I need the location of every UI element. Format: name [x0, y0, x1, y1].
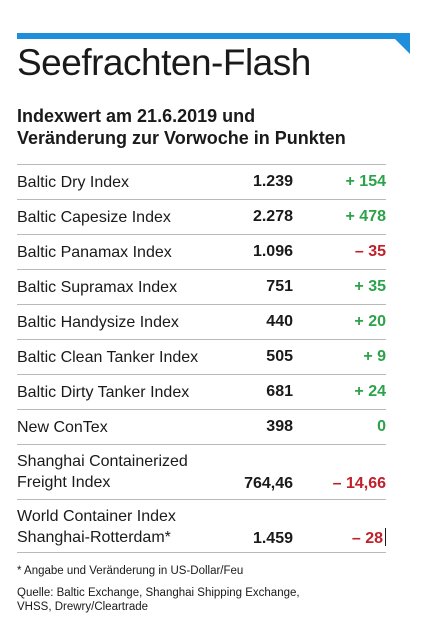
index-name: Baltic Panamax Index — [17, 242, 227, 263]
sources: Quelle: Baltic Exchange, Shanghai Shippi… — [17, 586, 397, 614]
index-change: 0 — [377, 418, 386, 435]
index-name: Baltic Dirty Tanker Index — [17, 382, 227, 403]
index-change: – 35 — [354, 243, 386, 260]
index-name-line: Baltic Capesize Index — [17, 208, 171, 226]
page-title: Seefrachten-Flash — [17, 42, 311, 83]
index-value: 751 — [266, 278, 293, 295]
index-change: – 14,66 — [332, 475, 386, 492]
index-value: 681 — [266, 383, 293, 400]
index-name-line: Baltic Supramax Index — [17, 278, 178, 296]
index-name-line: Baltic Handysize Index — [17, 313, 179, 331]
table-row: Baltic Capesize Index 2.278 + 478 — [17, 199, 386, 234]
index-name: Baltic Supramax Index — [17, 277, 227, 298]
index-value: 764,46 — [244, 475, 293, 492]
table-row: Baltic Panamax Index 1.096 – 35 — [17, 234, 386, 269]
table-row: Shanghai Containerized Freight Index 764… — [17, 444, 386, 499]
index-change: – 28 — [293, 528, 386, 554]
index-value: 1.459 — [252, 530, 293, 547]
index-name: Baltic Dry Index — [17, 172, 227, 193]
index-name-line: Shanghai-Rotterdam* — [17, 529, 171, 546]
subtitle-line-1: Indexwert am 21.6.2019 und — [17, 106, 256, 126]
index-name-line: Baltic Dirty Tanker Index — [17, 383, 190, 401]
footnote: * Angabe und Veränderung in US-Dollar/Fe… — [17, 565, 244, 577]
index-value: 440 — [266, 313, 293, 330]
index-name-line: New ConTex — [17, 418, 108, 436]
sources-line-1: Quelle: Baltic Exchange, Shanghai Shippi… — [17, 587, 300, 599]
table-row: Baltic Clean Tanker Index 505 + 9 — [17, 339, 386, 374]
index-name: New ConTex — [17, 417, 227, 438]
index-name-line: Baltic Clean Tanker Index — [17, 348, 199, 366]
index-name: World Container Index Shanghai-Rotterdam… — [17, 506, 227, 548]
table-row: Baltic Handysize Index 440 + 20 — [17, 304, 386, 339]
table-subtitle: Indexwert am 21.6.2019 und Veränderung z… — [17, 105, 407, 149]
index-value: 2.278 — [252, 208, 293, 225]
header-accent-rule — [17, 33, 410, 39]
index-change-text: – 28 — [351, 530, 383, 547]
index-name: Baltic Clean Tanker Index — [17, 347, 227, 368]
index-change: + 20 — [354, 313, 386, 330]
index-name-line: Baltic Panamax Index — [17, 243, 172, 261]
index-value: 1.096 — [252, 243, 293, 260]
sources-line-2: VHSS, Drewry/Cleartrade — [17, 601, 149, 613]
index-name-line: World Container Index — [17, 508, 176, 525]
index-change: + 154 — [345, 173, 386, 190]
subtitle-line-2: Veränderung zur Vorwoche in Punkten — [17, 128, 346, 148]
table-row: Baltic Dry Index 1.239 + 154 — [17, 164, 386, 199]
index-name-line: Shanghai Containerized — [17, 453, 188, 470]
index-change: + 35 — [354, 278, 386, 295]
header-corner-tab — [389, 33, 410, 54]
index-name: Shanghai Containerized Freight Index — [17, 451, 227, 493]
table-row: Baltic Dirty Tanker Index 681 + 24 — [17, 374, 386, 409]
index-change: + 478 — [345, 208, 386, 225]
table-row: New ConTex 398 0 — [17, 409, 386, 444]
text-cursor — [385, 528, 386, 546]
index-change: + 9 — [363, 348, 386, 365]
index-change: + 24 — [354, 383, 386, 400]
index-name-line: Baltic Dry Index — [17, 173, 130, 191]
index-value: 505 — [266, 348, 293, 365]
table-row: World Container Index Shanghai-Rotterdam… — [17, 499, 386, 554]
index-value: 1.239 — [252, 173, 293, 190]
index-name: Baltic Capesize Index — [17, 207, 227, 228]
index-name-line: Freight Index — [17, 474, 111, 491]
index-table: Baltic Dry Index 1.239 + 154 Baltic Cape… — [17, 164, 386, 554]
table-row: Baltic Supramax Index 751 + 35 — [17, 269, 386, 304]
index-value: 398 — [266, 418, 293, 435]
table-bottom-rule — [17, 552, 386, 553]
index-name: Baltic Handysize Index — [17, 312, 227, 333]
